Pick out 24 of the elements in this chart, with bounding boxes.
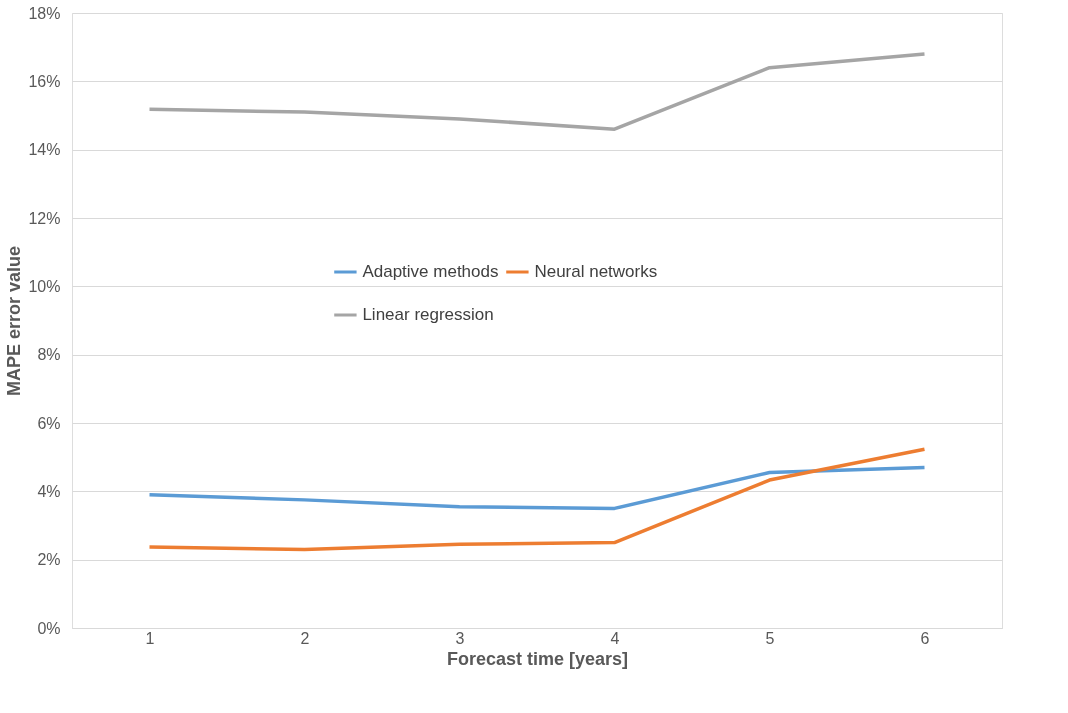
x-tick-label: 3 (455, 629, 465, 647)
y-tick-label: 2% (37, 551, 61, 569)
y-axis-title: MAPE error value (4, 245, 25, 397)
legend-label: Neural networks (534, 262, 658, 281)
y-tick-label: 8% (37, 346, 61, 364)
legend-label: Adaptive methods (362, 262, 499, 281)
y-tick-label: 14% (28, 141, 61, 159)
y-tick-label: 6% (37, 414, 61, 432)
legend-label: Linear regression (362, 305, 494, 324)
y-tick-label: 18% (28, 4, 61, 22)
x-tick-label: 6 (920, 629, 930, 647)
line-series (147, 52, 927, 131)
y-tick-label: 16% (28, 72, 61, 90)
x-tick-label: 4 (610, 629, 620, 647)
y-tick-label: 10% (28, 277, 61, 295)
y-tick-label: 12% (28, 209, 61, 227)
line-series (147, 465, 927, 511)
x-tick-label: 2 (300, 629, 310, 647)
x-tick-label: 1 (145, 629, 155, 647)
line-series (147, 447, 927, 552)
y-tick-label: 4% (37, 482, 61, 500)
y-tick-label: 0% (37, 619, 61, 637)
x-axis-title: Forecast time [years] (446, 648, 629, 669)
x-tick-label: 5 (765, 629, 775, 647)
